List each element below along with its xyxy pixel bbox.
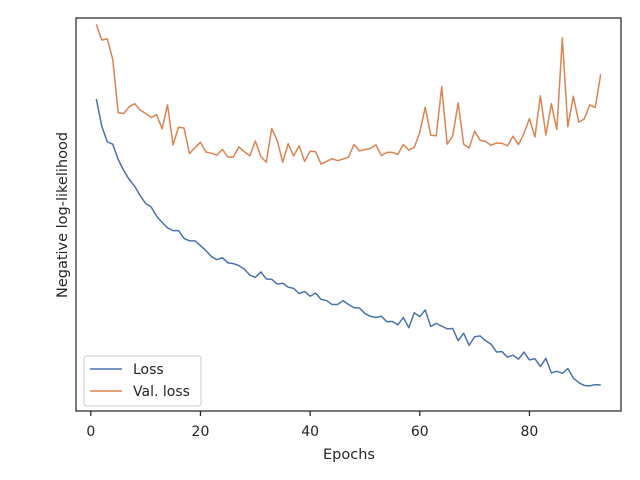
x-tick-label: 60 [411, 424, 429, 440]
x-axis-label: Epochs [323, 447, 375, 463]
plot-frame [75, 17, 622, 412]
series-layer [95, 24, 602, 387]
series-line-loss [95, 98, 601, 387]
series-line-val-loss [95, 24, 602, 165]
legend: Loss Val. loss [83, 355, 202, 407]
x-tick-label: 80 [521, 424, 539, 440]
plot-area [76, 18, 621, 411]
x-tick-label: 40 [301, 424, 319, 440]
x-tick-label: 20 [192, 424, 210, 440]
y-axis-label: Negative log-likelihood [55, 132, 71, 298]
x-tick-label: 0 [86, 424, 95, 440]
legend-label-val-loss: Val. loss [133, 384, 190, 400]
x-axis-ticks: 0 20 40 60 80 [86, 411, 538, 440]
legend-label-loss: Loss [133, 362, 164, 378]
